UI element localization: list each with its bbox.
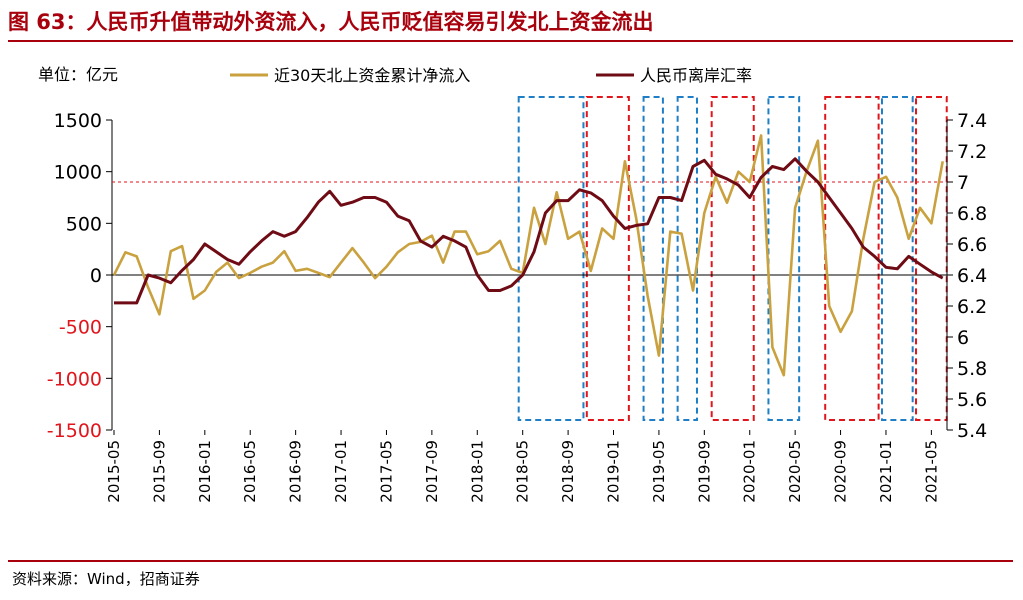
x-tick-label: 2020-05: [786, 440, 804, 503]
cnh-rate-line: [114, 157, 944, 305]
legend-label-northbound: 近30天北上资金累计净流入: [274, 66, 470, 85]
footer-rule: [8, 560, 1013, 562]
left-tick-label: 1500: [54, 110, 102, 132]
source-note: 资料来源：Wind，招商证券: [12, 570, 200, 588]
right-tick-label: 5.4: [957, 420, 987, 442]
highlight-box-blue-0: [517, 96, 585, 421]
right-tick-label: 7.2: [957, 141, 987, 163]
right-tick-label: 6.4: [957, 265, 987, 287]
x-tick-label: 2017-01: [332, 440, 350, 503]
highlight-box-red-4: [710, 96, 755, 421]
title-rule: [8, 40, 1013, 42]
right-tick-label: 5.8: [957, 358, 987, 380]
right-tick-label: 6.6: [957, 234, 987, 256]
left-tick-label: 500: [66, 213, 102, 235]
x-tick-label: 2019-09: [695, 440, 713, 503]
right-tick-label: 6.8: [957, 203, 987, 225]
x-tick-label: 2015-09: [150, 440, 168, 503]
x-tick-label: 2015-05: [105, 440, 123, 503]
highlight-box-red-6: [824, 96, 880, 421]
northbound-flow-line: [112, 134, 944, 377]
right-tick-label: 7.4: [957, 110, 987, 132]
x-tick-label: 2021-05: [922, 440, 940, 503]
unit-label: 单位：亿元: [38, 65, 118, 84]
x-tick-label: 2019-01: [605, 440, 623, 503]
right-tick-label: 5.6: [957, 389, 987, 411]
highlight-box-red-8: [915, 96, 948, 421]
left-tick-label: -500: [59, 317, 102, 339]
series-lines: [112, 134, 944, 377]
axes: 1500 1000 500 0 -500 -1000 -1500 7.4 7.2 7 6.8 6.6 6…: [47, 110, 987, 503]
x-tick-label: 2017-05: [377, 440, 395, 503]
x-tick-label: 2016-01: [196, 440, 214, 503]
x-tick-label: 2019-05: [650, 440, 668, 503]
x-tick-label: 2020-01: [741, 440, 759, 503]
highlight-boxes: [517, 96, 948, 421]
x-tick-label: 2020-09: [832, 440, 850, 503]
x-tick-label: 2018-09: [559, 440, 577, 503]
x-tick-label: 2016-05: [241, 440, 259, 503]
right-tick-label: 6: [957, 327, 969, 349]
x-tick-label: 2017-09: [423, 440, 441, 503]
highlight-box-red-1: [585, 96, 630, 421]
left-tick-label: 0: [90, 265, 102, 287]
legend-label-cnh: 人民币离岸汇率: [640, 66, 752, 85]
x-tick-label: 2016-09: [287, 440, 305, 503]
x-tick-label: 2018-05: [514, 440, 532, 503]
left-tick-label: -1000: [47, 368, 102, 390]
highlight-box-blue-2: [642, 96, 664, 421]
x-tick-label: 2021-01: [877, 440, 895, 503]
right-tick-label: 7: [957, 172, 969, 194]
left-tick-label: 1000: [54, 162, 102, 184]
x-tick-label: 2018-01: [468, 440, 486, 503]
title-bar: 图 63：人民币升值带动外资流入，人民币贬值容易引发北上资金流出: [0, 0, 1023, 48]
chart-title: 图 63：人民币升值带动外资流入，人民币贬值容易引发北上资金流出: [8, 10, 654, 34]
legend: 单位：亿元 近30天北上资金累计净流入 人民币离岸汇率: [38, 65, 752, 85]
right-tick-label: 6.2: [957, 296, 987, 318]
left-tick-label: -1500: [47, 420, 102, 442]
